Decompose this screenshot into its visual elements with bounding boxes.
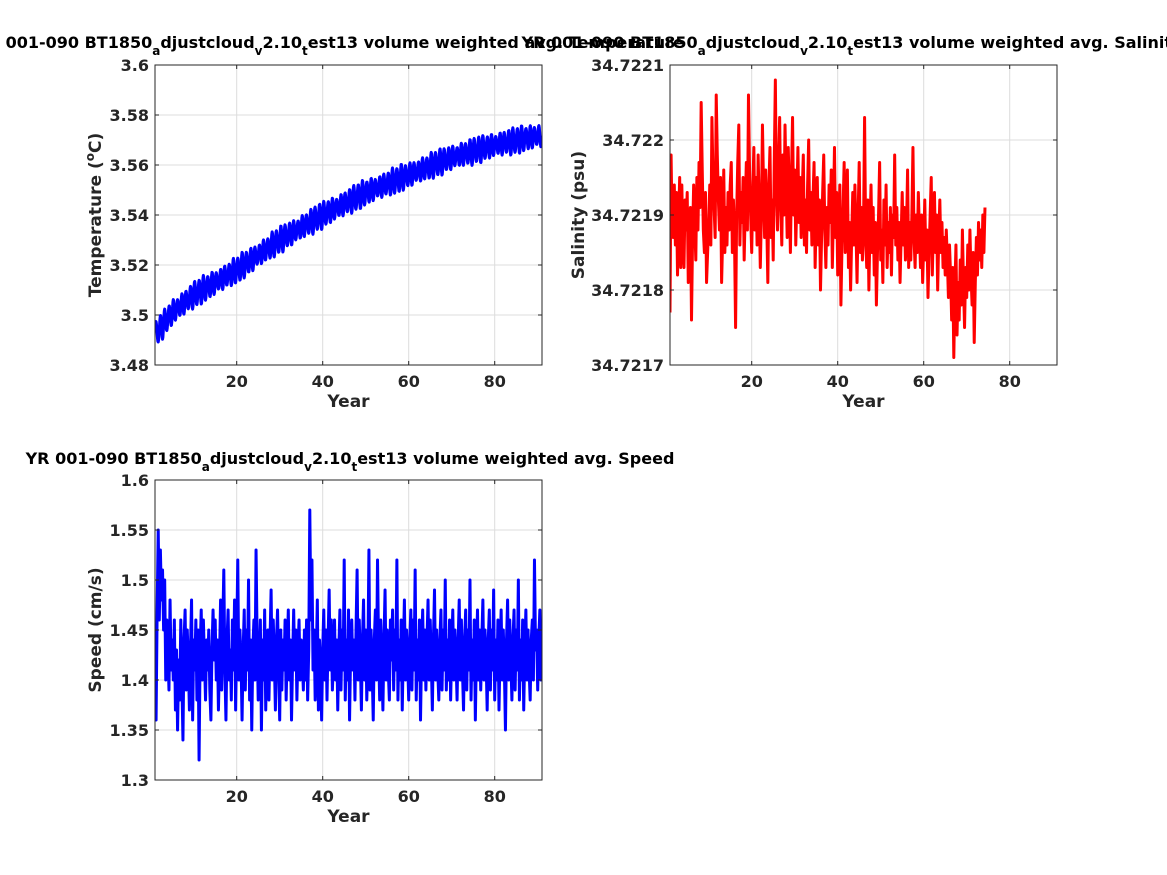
x-tick-label: 80	[484, 787, 506, 806]
y-tick-label: 3.5	[121, 306, 149, 325]
y-tick-label: 34.7217	[591, 356, 664, 375]
series-line	[670, 78, 987, 359]
series-line	[155, 508, 542, 762]
y-tick-label: 34.7218	[591, 281, 664, 300]
y-tick-label: 34.7221	[591, 56, 664, 75]
y-tick-label: 1.4	[121, 671, 149, 690]
x-tick-label: 40	[312, 787, 334, 806]
y-tick-label: 1.35	[110, 721, 149, 740]
y-tick-label: 3.54	[110, 206, 149, 225]
y-tick-label: 1.5	[121, 571, 149, 590]
y-tick-label: 3.52	[110, 256, 149, 275]
y-axis-label: Temperature (oC)	[83, 133, 106, 297]
x-tick-label: 40	[312, 372, 334, 391]
chart-salinity: 20 40 60 80 34.7217 34.7218 34.7219 34.722 34.72…	[521, 33, 1167, 412]
x-tick-label: 60	[913, 372, 935, 391]
y-tick-label: 1.55	[110, 521, 149, 540]
y-tick-label: 3.56	[110, 156, 149, 175]
y-tick-label: 1.6	[121, 471, 149, 490]
y-axis-label: Salinity (psu)	[569, 151, 589, 279]
chart-title: YR 001-090 BT1850adjustcloudv2.10test13 …	[0, 33, 684, 58]
y-tick-label: 1.3	[121, 771, 149, 790]
x-axis-label: Year	[326, 807, 370, 827]
x-tick-label: 60	[398, 372, 420, 391]
x-tick-label: 80	[999, 372, 1021, 391]
chart-title: YR 001-090 BT1850adjustcloudv2.10test13 …	[25, 449, 675, 474]
x-tick-label: 20	[226, 372, 248, 391]
chart-speed: 20 40 60 80 1.3 1.35 1.4 1.45 1.5 1.55 1.6 Year Spee…	[25, 449, 675, 827]
y-tick-label: 3.6	[121, 56, 149, 75]
x-tick-label: 40	[827, 372, 849, 391]
x-axis-label: Year	[326, 392, 370, 412]
x-tick-label: 20	[226, 787, 248, 806]
y-tick-label: 3.58	[110, 106, 149, 125]
y-tick-label: 34.722	[602, 131, 664, 150]
y-tick-label: 3.48	[110, 356, 149, 375]
y-axis-label: Speed (cm/s)	[86, 567, 106, 692]
chart-title: YR 001-090 BT1850adjustcloudv2.10test13 …	[521, 33, 1167, 58]
chart-temperature: 20 40 60 80 3.48 3.5 3.52 3.54 3.56 3.58 3.6 Year Te…	[0, 33, 684, 412]
series-line	[155, 124, 542, 344]
x-axis-label: Year	[841, 392, 885, 412]
x-tick-label: 60	[398, 787, 420, 806]
y-tick-label: 1.45	[110, 621, 149, 640]
x-tick-label: 80	[484, 372, 506, 391]
y-tick-label: 34.7219	[591, 206, 664, 225]
x-tick-label: 20	[741, 372, 763, 391]
